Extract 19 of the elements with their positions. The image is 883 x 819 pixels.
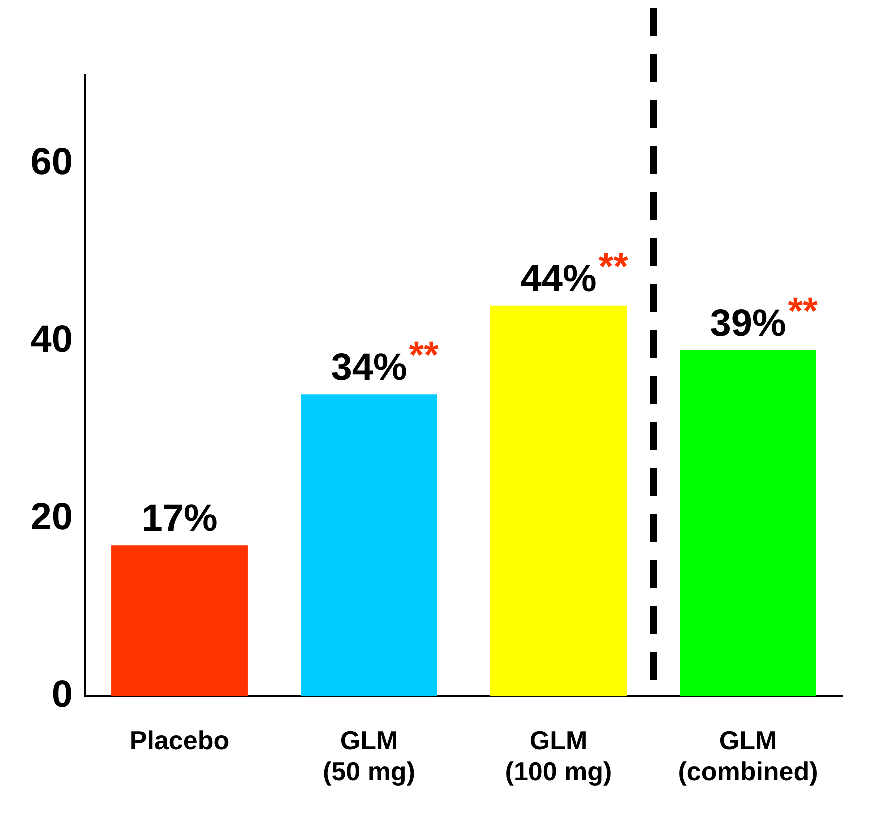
data-label: 34% <box>331 347 408 390</box>
y-tick-label: 0 <box>52 674 73 716</box>
data-label: 44% <box>520 258 597 300</box>
y-tick-label: 40 <box>30 318 73 361</box>
bar <box>490 306 627 697</box>
data-label: 39% <box>710 302 786 345</box>
data-label: 17% <box>142 498 218 540</box>
x-tick-label: GLM (combined) <box>678 725 818 787</box>
y-tick-label: 60 <box>30 141 73 184</box>
bar <box>301 394 438 697</box>
annotation: ** <box>409 335 440 378</box>
bar <box>680 350 816 697</box>
x-tick-label: GLM (50 mg) <box>323 725 416 787</box>
annotation: ** <box>788 290 818 333</box>
annotation: ** <box>598 246 629 288</box>
x-tick-label: Placebo <box>130 725 230 756</box>
bar <box>112 546 248 697</box>
y-tick-label: 20 <box>30 496 73 538</box>
x-tick-label: GLM (100 mg) <box>505 725 612 787</box>
